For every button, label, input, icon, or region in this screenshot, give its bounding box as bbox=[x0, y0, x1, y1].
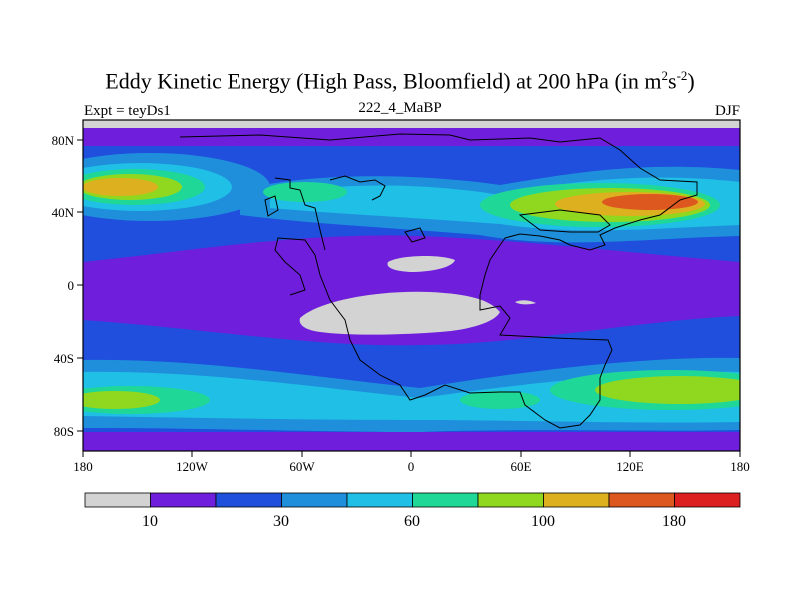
latitude-axis: 80N 40N 0 40S 80S bbox=[52, 133, 83, 439]
colorbar-label: 60 bbox=[404, 513, 420, 530]
season-label: DJF bbox=[714, 103, 740, 119]
lon-tick-label: 60W bbox=[289, 459, 315, 474]
colorbar-label: 10 bbox=[142, 513, 158, 530]
experiment-label: Expt = teyDs1 bbox=[84, 103, 171, 119]
plot-subtitle: 222_4_MaBP bbox=[358, 100, 442, 116]
colorbar-label: 30 bbox=[273, 513, 289, 530]
colorbar-box bbox=[608, 492, 675, 508]
plot-title: Eddy Kinetic Energy (High Pass, Bloomfie… bbox=[105, 68, 695, 94]
contour-field bbox=[83, 120, 740, 451]
lon-tick-label: 0 bbox=[408, 459, 415, 474]
colorbar-box bbox=[346, 492, 413, 508]
lon-tick-label: 180 bbox=[73, 459, 93, 474]
colorbar-box bbox=[543, 492, 610, 508]
colorbar-box bbox=[674, 492, 741, 508]
lon-tick-label: 60E bbox=[511, 459, 532, 474]
lon-tick-label: 120E bbox=[616, 459, 644, 474]
lon-tick-label: 180 bbox=[730, 459, 750, 474]
colorbar-label: 100 bbox=[531, 513, 555, 530]
longitude-axis: 180 120W 60W 0 60E 120E 180 bbox=[73, 451, 750, 474]
lat-tick-label: 40S bbox=[54, 351, 74, 366]
colorbar-box bbox=[84, 492, 151, 508]
colorbar-box bbox=[477, 492, 544, 508]
colorbar-box bbox=[281, 492, 348, 508]
lat-tick-label: 0 bbox=[68, 278, 75, 293]
colorbar-box bbox=[150, 492, 217, 508]
colorbar-label: 180 bbox=[662, 513, 686, 530]
colorbar-box bbox=[412, 492, 479, 508]
lat-tick-label: 80S bbox=[54, 424, 74, 439]
lat-tick-label: 80N bbox=[52, 133, 75, 148]
colorbar: 10 30 60 100 180 bbox=[84, 492, 741, 530]
lon-tick-label: 120W bbox=[176, 459, 209, 474]
colorbar-box bbox=[215, 492, 282, 508]
lat-tick-label: 40N bbox=[52, 205, 75, 220]
